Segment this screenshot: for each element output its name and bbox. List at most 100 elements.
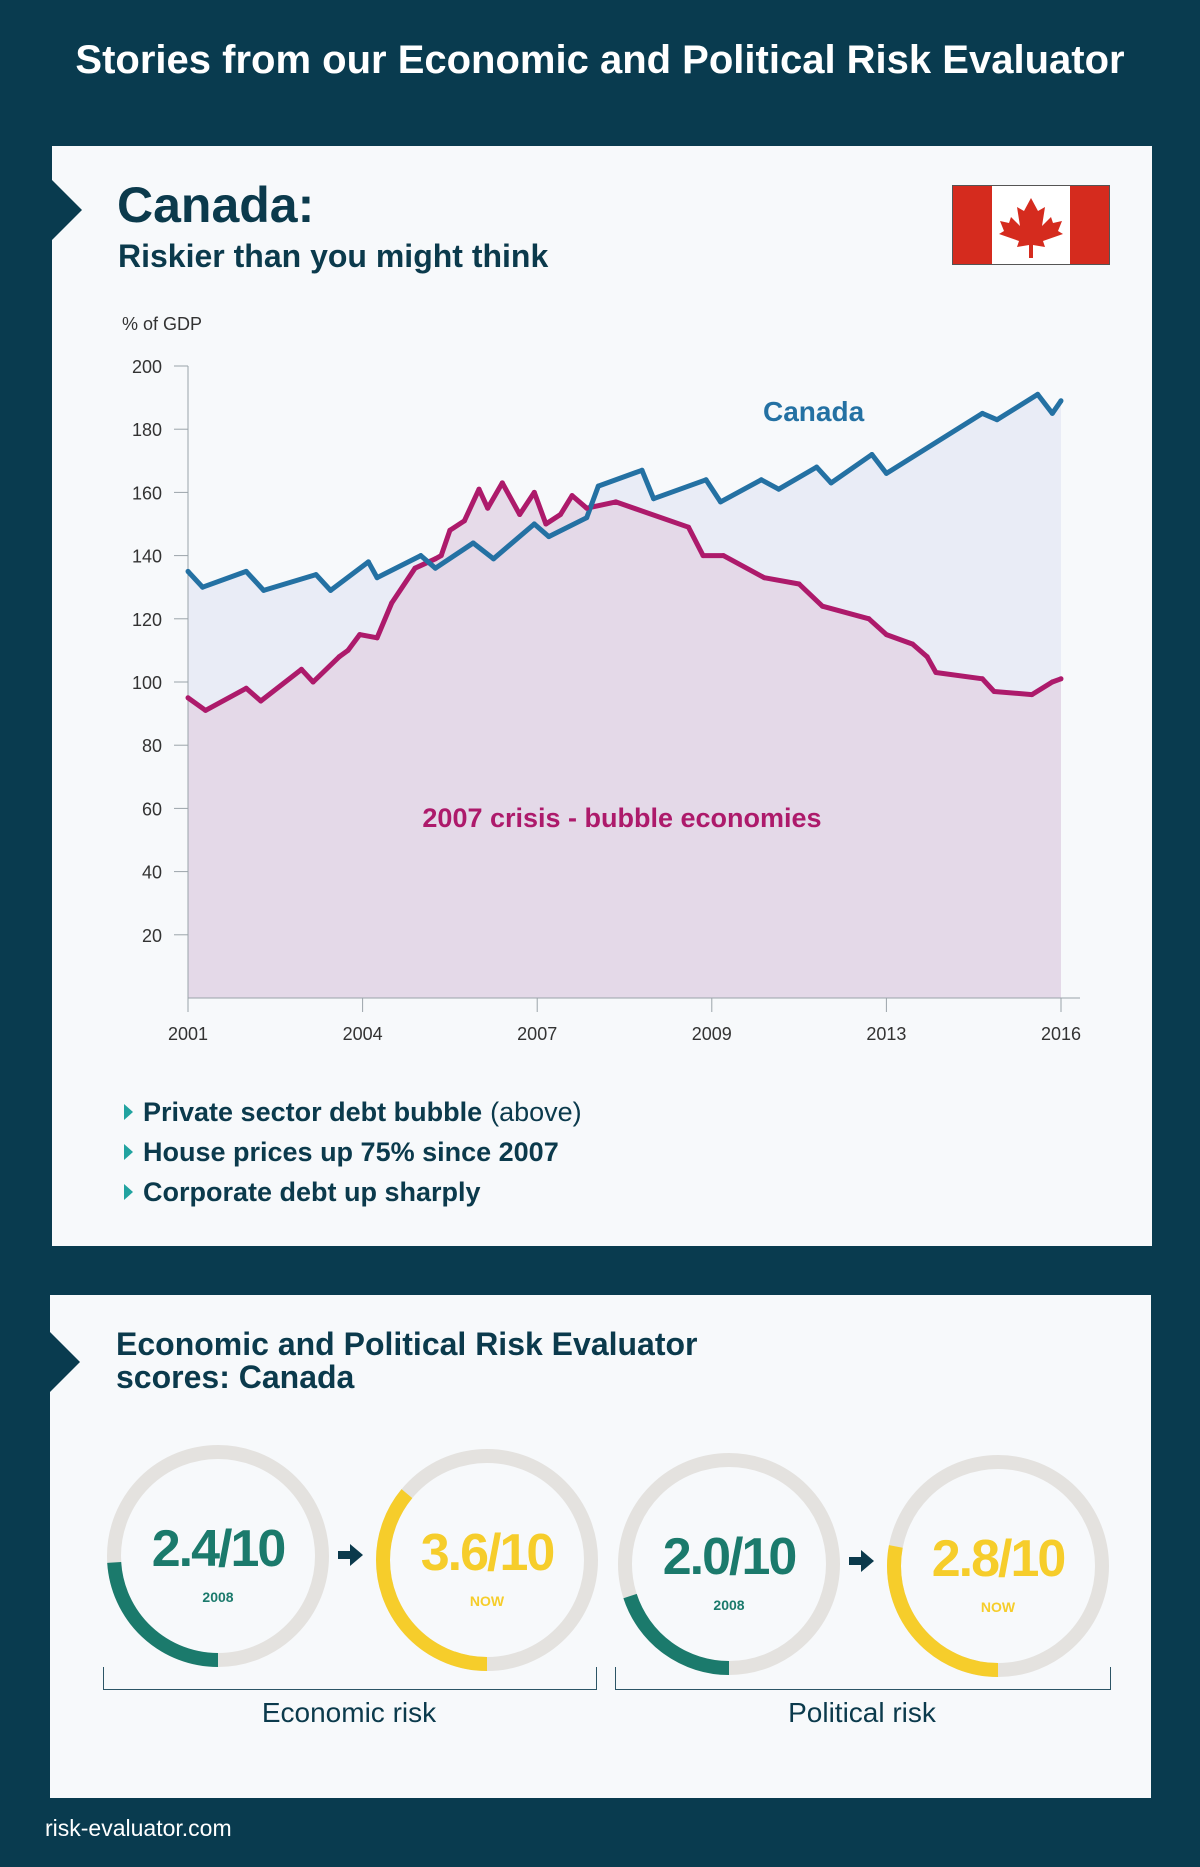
x-tick-label: 2007 bbox=[517, 1024, 557, 1044]
canada-point bbox=[261, 587, 267, 593]
gauge-economic-now: 3.6/10 NOW bbox=[372, 1445, 602, 1675]
arrow-right-icon bbox=[849, 1550, 874, 1572]
card-notch bbox=[50, 1332, 80, 1392]
bubble-point bbox=[569, 493, 575, 499]
story-subtitle: Riskier than you might think bbox=[118, 238, 549, 274]
bubble-point bbox=[412, 565, 418, 571]
key-point-text: Private sector debt bubble bbox=[143, 1097, 483, 1127]
bubble-point bbox=[461, 518, 467, 524]
canada-point bbox=[828, 480, 834, 486]
gauge-ring bbox=[887, 1455, 1109, 1677]
bubble-point bbox=[796, 581, 802, 587]
bubble-point bbox=[389, 600, 395, 606]
bubble-point bbox=[700, 553, 706, 559]
bullet-arrow-icon bbox=[124, 1144, 133, 1160]
y-tick-label: 140 bbox=[132, 547, 162, 567]
score-value: 3.6/10 bbox=[420, 1524, 556, 1582]
canada-point bbox=[185, 568, 191, 574]
canada-point bbox=[546, 534, 552, 540]
canada-point bbox=[651, 496, 657, 502]
canada-point bbox=[869, 452, 875, 457]
key-point-note: (above) bbox=[490, 1097, 582, 1127]
bubble-point bbox=[866, 616, 872, 622]
group-bracket bbox=[615, 1667, 1111, 1690]
arrow-right-icon bbox=[338, 1544, 363, 1566]
canada-point bbox=[994, 417, 1000, 423]
y-tick-label: 60 bbox=[142, 799, 162, 819]
scores-card: Economic and Political Risk Evaluator sc… bbox=[50, 1295, 1151, 1798]
y-tick-label: 80 bbox=[142, 736, 162, 756]
y-tick-label: 120 bbox=[132, 610, 162, 630]
bubble-point bbox=[499, 480, 505, 486]
key-point: House prices up 75% since 2007 bbox=[124, 1132, 1024, 1172]
gauge-ring bbox=[618, 1453, 840, 1675]
score-period: 2008 bbox=[713, 1597, 745, 1613]
bubble-point bbox=[438, 553, 444, 559]
key-point-text: Corporate debt up sharply bbox=[143, 1177, 481, 1207]
canada-point bbox=[491, 556, 496, 562]
gauge-political-2008: 2.0/10 2008 bbox=[614, 1449, 844, 1679]
bubble-point bbox=[686, 524, 691, 530]
bubble-point bbox=[558, 512, 563, 517]
bubble-point bbox=[910, 641, 916, 647]
bubble-point bbox=[258, 698, 264, 704]
bubble-point bbox=[336, 654, 342, 660]
score-period: 2008 bbox=[202, 1589, 234, 1605]
x-tick-label: 2016 bbox=[1041, 1024, 1081, 1044]
score-value: 2.4/10 bbox=[151, 1520, 287, 1578]
canada-point bbox=[639, 467, 645, 473]
key-point: Private sector debt bubble (above) bbox=[124, 1092, 1024, 1132]
canada-point bbox=[374, 575, 380, 581]
y-tick-label: 180 bbox=[132, 420, 162, 440]
card-notch bbox=[52, 180, 82, 240]
bubble-point bbox=[432, 556, 438, 562]
bubble-point bbox=[310, 679, 316, 685]
bubble-point bbox=[299, 666, 304, 672]
bubble-point bbox=[485, 505, 491, 511]
gauge-political-now: 2.8/10 NOW bbox=[883, 1451, 1113, 1681]
key-points: Private sector debt bubble (above) House … bbox=[124, 1092, 1024, 1212]
gauge-ring bbox=[107, 1445, 329, 1667]
bubble-point bbox=[761, 575, 767, 581]
group-bracket bbox=[103, 1667, 597, 1690]
bubble-point bbox=[613, 499, 619, 505]
bubble-point bbox=[447, 527, 453, 533]
canada-point bbox=[703, 477, 709, 483]
bubble-point bbox=[819, 603, 825, 609]
canada-point bbox=[1049, 410, 1055, 416]
canada-point bbox=[243, 568, 249, 574]
bubble-point bbox=[476, 486, 482, 492]
canada-point bbox=[313, 572, 319, 578]
bubble-point bbox=[1029, 692, 1035, 698]
canada-point bbox=[1058, 398, 1064, 404]
key-point: Corporate debt up sharply bbox=[124, 1172, 1024, 1212]
score-arc bbox=[887, 1455, 1109, 1677]
canada-point bbox=[365, 559, 371, 565]
bubble-point bbox=[933, 670, 939, 675]
bubble-point bbox=[374, 635, 380, 641]
canada-flag-icon bbox=[952, 185, 1110, 265]
score-period: NOW bbox=[469, 1593, 505, 1609]
canada-point bbox=[883, 470, 889, 476]
bubble-point bbox=[584, 505, 590, 511]
country-title: Canada: bbox=[117, 177, 315, 233]
canada-point bbox=[584, 515, 590, 521]
score-value: 2.0/10 bbox=[662, 1528, 798, 1586]
bullet-arrow-icon bbox=[124, 1104, 133, 1120]
bubble-point bbox=[543, 521, 549, 527]
scores-title-line2: scores: Canada bbox=[116, 1359, 355, 1395]
gauge-ring bbox=[376, 1449, 598, 1671]
canada-point bbox=[1035, 391, 1041, 397]
bubble-area bbox=[188, 482, 1061, 998]
canada-point bbox=[979, 410, 985, 416]
scores-title-line1: Economic and Political Risk Evaluator bbox=[116, 1326, 698, 1362]
score-arc bbox=[376, 1449, 598, 1671]
score-arc bbox=[618, 1453, 840, 1675]
footer-site: risk-evaluator.com bbox=[45, 1815, 232, 1841]
y-tick-label: 20 bbox=[142, 926, 162, 946]
key-point-text: House prices up 75% since 2007 bbox=[143, 1137, 559, 1167]
score-arc bbox=[107, 1445, 329, 1667]
bubble-point bbox=[185, 695, 191, 701]
y-axis-label: % of GDP bbox=[122, 314, 202, 334]
group-label-economic: Economic risk bbox=[261, 1697, 437, 1728]
